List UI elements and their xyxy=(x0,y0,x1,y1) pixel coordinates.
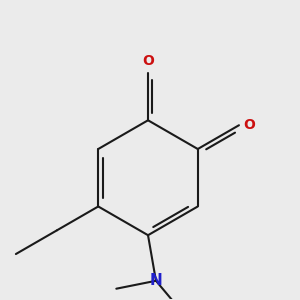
Text: O: O xyxy=(142,54,154,68)
Text: N: N xyxy=(150,273,162,288)
Text: O: O xyxy=(243,118,255,132)
